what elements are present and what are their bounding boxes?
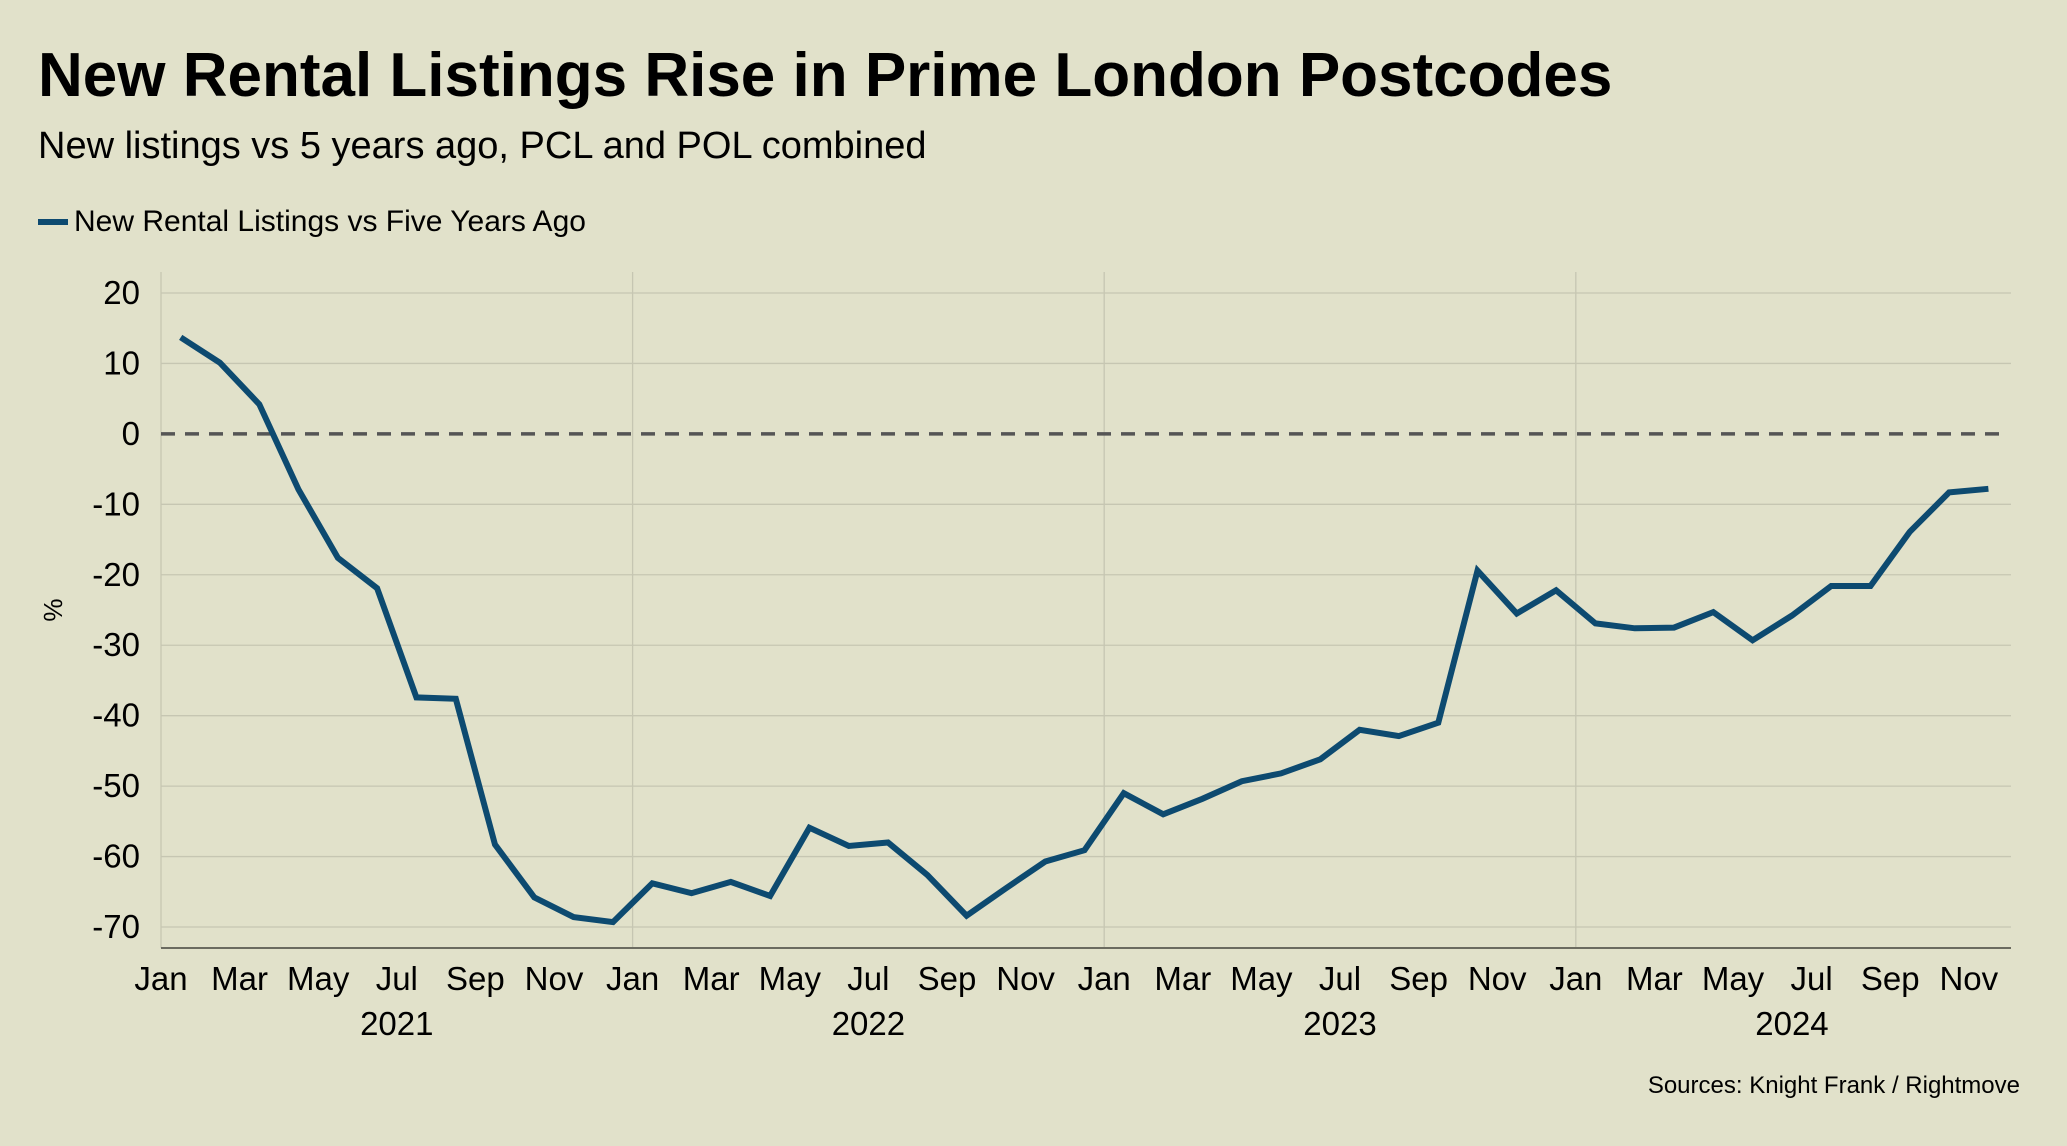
x-tick-label: Sep xyxy=(918,960,977,997)
x-tick-label: Mar xyxy=(683,960,740,997)
y-tick-label: -20 xyxy=(92,556,140,593)
y-tick-label: -10 xyxy=(92,485,140,522)
x-year-label: 2022 xyxy=(832,1005,905,1042)
x-tick-label: Nov xyxy=(1939,960,1998,997)
y-tick-label: 0 xyxy=(122,415,140,452)
x-tick-label: Jan xyxy=(1549,960,1602,997)
x-tick-label: Mar xyxy=(211,960,268,997)
x-tick-label: Jan xyxy=(1078,960,1131,997)
y-tick-label: -30 xyxy=(92,626,140,663)
x-tick-label: May xyxy=(759,960,822,997)
series-line xyxy=(179,334,1989,926)
x-tick-label: Nov xyxy=(996,960,1055,997)
x-year-label: 2024 xyxy=(1755,1005,1828,1042)
y-tick-label: -60 xyxy=(92,838,140,875)
x-tick-label: Nov xyxy=(1468,960,1527,997)
x-tick-label: Sep xyxy=(1389,960,1448,997)
y-axis-label: % xyxy=(38,598,68,621)
x-tick-label: Jan xyxy=(134,960,187,997)
x-tick-label: Jul xyxy=(376,960,418,997)
chart-subtitle: New listings vs 5 years ago, PCL and POL… xyxy=(38,125,927,167)
x-tick-label: Jul xyxy=(847,960,889,997)
x-tick-label: Mar xyxy=(1154,960,1211,997)
x-tick-label: Sep xyxy=(1861,960,1920,997)
x-tick-label: May xyxy=(287,960,350,997)
x-tick-label: Jul xyxy=(1791,960,1833,997)
chart-title: New Rental Listings Rise in Prime London… xyxy=(38,41,1613,110)
x-tick-label: Jan xyxy=(606,960,659,997)
x-tick-label: May xyxy=(1230,960,1293,997)
y-tick-label: -70 xyxy=(92,908,140,945)
x-year-label: 2023 xyxy=(1303,1005,1376,1042)
legend-swatch xyxy=(38,219,68,225)
x-tick-label: May xyxy=(1702,960,1765,997)
x-tick-label: Sep xyxy=(446,960,505,997)
y-tick-label: 20 xyxy=(103,274,140,311)
x-tick-label: Jul xyxy=(1319,960,1361,997)
y-tick-label: 10 xyxy=(103,344,140,381)
legend: New Rental Listings vs Five Years Ago xyxy=(38,202,633,242)
legend-label: New Rental Listings vs Five Years Ago xyxy=(74,205,586,238)
x-tick-label: Mar xyxy=(1626,960,1683,997)
y-tick-label: -40 xyxy=(92,697,140,734)
source-note: Sources: Knight Frank / Rightmove xyxy=(1647,1072,2020,1099)
x-year-label: 2021 xyxy=(360,1005,433,1042)
x-tick-label: Nov xyxy=(525,960,584,997)
y-tick-label: -50 xyxy=(92,767,140,804)
